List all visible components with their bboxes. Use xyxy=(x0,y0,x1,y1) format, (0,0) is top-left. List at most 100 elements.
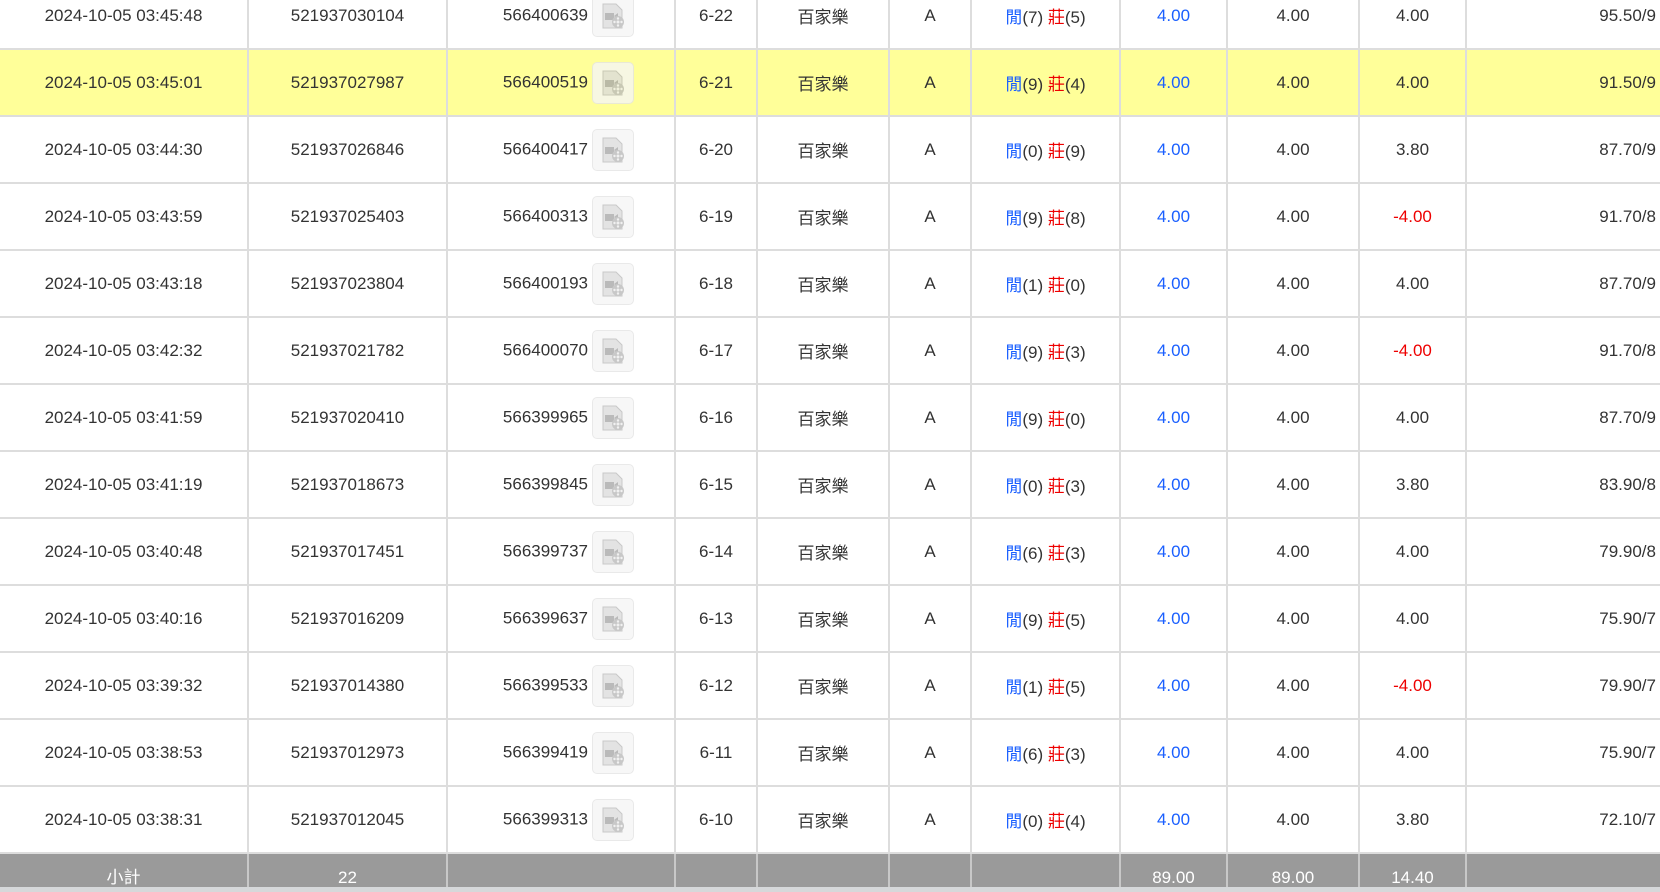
video-file-icon[interactable] xyxy=(592,61,634,104)
win-amount: 3.80 xyxy=(1359,786,1467,854)
shoe-round: 6-21 xyxy=(675,49,758,117)
round-cell: 566400417 xyxy=(447,116,676,184)
balance: 87.70/9 xyxy=(1466,250,1660,318)
bet-time: 2024-10-05 03:43:59 xyxy=(0,183,249,251)
video-file-icon[interactable] xyxy=(592,396,634,439)
player-label: 閒 xyxy=(1005,8,1023,27)
round-cell: 566400070 xyxy=(447,317,676,385)
subtotal-bet: 89.00 xyxy=(1120,853,1228,890)
bet-time: 2024-10-05 03:41:19 xyxy=(0,451,249,519)
valid-amount: 4.00 xyxy=(1227,786,1360,854)
bet-time: 2024-10-05 03:43:18 xyxy=(0,250,249,318)
bet-id: 521937016209 xyxy=(248,585,448,653)
round-id: 566400070 xyxy=(502,339,588,359)
game-type: 百家樂 xyxy=(757,116,890,184)
banker-score: (3) xyxy=(1064,477,1086,496)
round-id: 566400193 xyxy=(502,272,588,292)
result-cell: 閒(1) 莊(5) xyxy=(971,652,1121,720)
result-cell: 閒(6) 莊(3) xyxy=(971,518,1121,586)
shoe-round: 6-17 xyxy=(675,317,758,385)
subtotal-count: 22 xyxy=(248,853,448,890)
player-score: (9) xyxy=(1022,209,1044,228)
bet-id: 521937026846 xyxy=(248,116,448,184)
win-amount: -4.00 xyxy=(1359,183,1467,251)
player-label: 閒 xyxy=(1005,544,1023,563)
valid-amount: 4.00 xyxy=(1227,451,1360,519)
video-file-icon[interactable] xyxy=(592,262,634,305)
table-name: A xyxy=(889,49,972,117)
table-name: A xyxy=(889,518,972,586)
banker-score: (3) xyxy=(1064,343,1086,362)
banker-label: 莊 xyxy=(1047,544,1065,563)
win-amount: 4.00 xyxy=(1359,49,1467,117)
video-file-icon[interactable] xyxy=(592,463,634,506)
bet-amount: 4.00 xyxy=(1120,250,1228,318)
banker-label: 莊 xyxy=(1047,209,1065,228)
valid-amount: 4.00 xyxy=(1227,518,1360,586)
bet-amount: 4.00 xyxy=(1120,49,1228,117)
round-id: 566399533 xyxy=(502,674,588,694)
video-file-icon[interactable] xyxy=(592,195,634,238)
bet-time: 2024-10-05 03:39:32 xyxy=(0,652,249,720)
round-id: 566400519 xyxy=(502,71,588,91)
video-file-icon[interactable] xyxy=(592,664,634,707)
banker-score: (9) xyxy=(1064,142,1086,161)
bet-time: 2024-10-05 03:45:01 xyxy=(0,49,249,117)
valid-amount: 4.00 xyxy=(1227,317,1360,385)
table-row: 2024-10-05 03:45:48 521937030104 566400639… xyxy=(0,0,1660,50)
table-row: 2024-10-05 03:40:16 521937016209 566399637… xyxy=(0,585,1660,653)
table-name: A xyxy=(889,719,972,787)
game-type: 百家樂 xyxy=(757,183,890,251)
table-name: A xyxy=(889,116,972,184)
table-name: A xyxy=(889,786,972,854)
player-score: (6) xyxy=(1022,544,1044,563)
win-amount: 3.80 xyxy=(1359,116,1467,184)
round-id: 566399313 xyxy=(502,808,588,828)
bet-id: 521937012045 xyxy=(248,786,448,854)
player-label: 閒 xyxy=(1005,410,1023,429)
video-file-icon[interactable] xyxy=(592,128,634,171)
banker-label: 莊 xyxy=(1047,745,1065,764)
balance: 91.70/8 xyxy=(1466,183,1660,251)
round-cell: 566400313 xyxy=(447,183,676,251)
valid-amount: 4.00 xyxy=(1227,183,1360,251)
bet-time: 2024-10-05 03:45:48 xyxy=(0,0,249,50)
video-file-icon[interactable] xyxy=(592,530,634,573)
result-cell: 閒(0) 莊(4) xyxy=(971,786,1121,854)
round-id: 566399637 xyxy=(502,607,588,627)
shoe-round: 6-18 xyxy=(675,250,758,318)
player-score: (7) xyxy=(1022,8,1044,27)
valid-amount: 4.00 xyxy=(1227,250,1360,318)
win-amount: -4.00 xyxy=(1359,652,1467,720)
banker-label: 莊 xyxy=(1047,343,1065,362)
player-label: 閒 xyxy=(1005,276,1023,295)
table-name: A xyxy=(889,451,972,519)
bet-amount: 4.00 xyxy=(1120,116,1228,184)
banker-score: (5) xyxy=(1064,611,1086,630)
video-file-icon[interactable] xyxy=(592,597,634,640)
balance: 75.90/7 xyxy=(1466,585,1660,653)
result-cell: 閒(9) 莊(8) xyxy=(971,183,1121,251)
video-file-icon[interactable] xyxy=(592,798,634,841)
win-amount: 4.00 xyxy=(1359,384,1467,452)
video-file-icon[interactable] xyxy=(592,0,634,37)
banker-label: 莊 xyxy=(1047,611,1065,630)
valid-amount: 4.00 xyxy=(1227,0,1360,50)
player-label: 閒 xyxy=(1005,678,1023,697)
table-row: 2024-10-05 03:38:53 521937012973 566399419… xyxy=(0,719,1660,787)
game-type: 百家樂 xyxy=(757,786,890,854)
table-name: A xyxy=(889,183,972,251)
player-score: (0) xyxy=(1022,477,1044,496)
game-type: 百家樂 xyxy=(757,250,890,318)
video-file-icon[interactable] xyxy=(592,731,634,774)
round-cell: 566400639 xyxy=(447,0,676,50)
player-score: (9) xyxy=(1022,75,1044,94)
banker-score: (3) xyxy=(1064,544,1086,563)
round-cell: 566399965 xyxy=(447,384,676,452)
bet-amount: 4.00 xyxy=(1120,518,1228,586)
round-cell: 566399533 xyxy=(447,652,676,720)
game-type: 百家樂 xyxy=(757,49,890,117)
player-score: (9) xyxy=(1022,410,1044,429)
horizontal-scrollbar[interactable] xyxy=(0,887,1660,892)
video-file-icon[interactable] xyxy=(592,329,634,372)
